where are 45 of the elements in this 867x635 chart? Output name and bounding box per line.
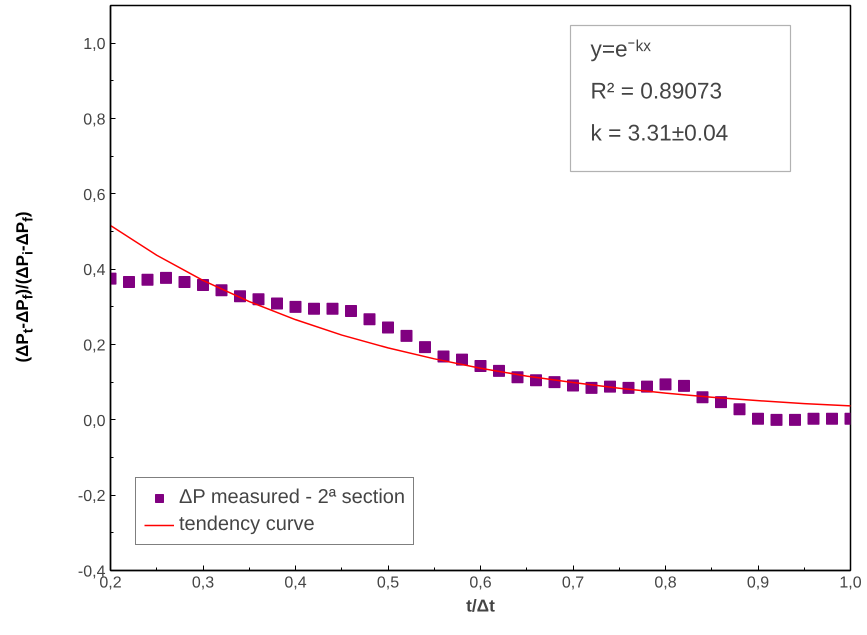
point [400, 330, 412, 342]
annotation: k = 3.31±0.04 [590, 120, 728, 146]
point [160, 272, 172, 284]
x-tick-label: 0,8 [654, 574, 677, 592]
annotation: R² = 0.89073 [590, 78, 722, 104]
x-tick-label: 0,7 [562, 574, 584, 592]
x-tick-label: 0,4 [284, 574, 307, 592]
point [290, 300, 302, 313]
y-tick-label: -0,2 [78, 488, 106, 506]
y-tick-label: 0,6 [83, 186, 106, 204]
point [364, 313, 376, 326]
point [752, 412, 764, 425]
point [419, 341, 431, 354]
point [197, 278, 209, 291]
point [142, 274, 154, 286]
line-series [110, 224, 850, 407]
y-tick-label: 0,2 [83, 338, 106, 354]
legend-label: ΔP measured - 2ª section [179, 486, 406, 509]
y-tick-label: 1,0 [83, 36, 106, 54]
x-tick-label: 0,5 [376, 574, 400, 592]
x-tick-label: 0,3 [192, 574, 214, 592]
point [660, 378, 672, 390]
y-tick-label: 0,8 [83, 112, 106, 128]
point [382, 322, 394, 334]
point [345, 304, 357, 317]
point [789, 414, 801, 426]
point [326, 302, 338, 315]
point [308, 302, 320, 315]
point [826, 412, 838, 425]
point [271, 297, 283, 310]
x-axis-title: t/Δt [466, 596, 496, 616]
point [252, 293, 264, 306]
point [678, 380, 690, 392]
y-tick-label: 0,4 [83, 262, 106, 280]
point [178, 276, 190, 288]
point [808, 412, 820, 425]
point [123, 276, 135, 288]
point [734, 403, 746, 416]
point [770, 414, 782, 426]
legend-label: tendency curve [179, 513, 315, 536]
x-tick-label: 0,6 [469, 574, 492, 592]
x-tick-label: 1,0 [839, 574, 862, 592]
y-tick-label: 0,0 [83, 412, 106, 430]
annotation: y=e⁻ᵏˣ [590, 36, 652, 62]
x-tick-label: 0,9 [746, 574, 770, 592]
